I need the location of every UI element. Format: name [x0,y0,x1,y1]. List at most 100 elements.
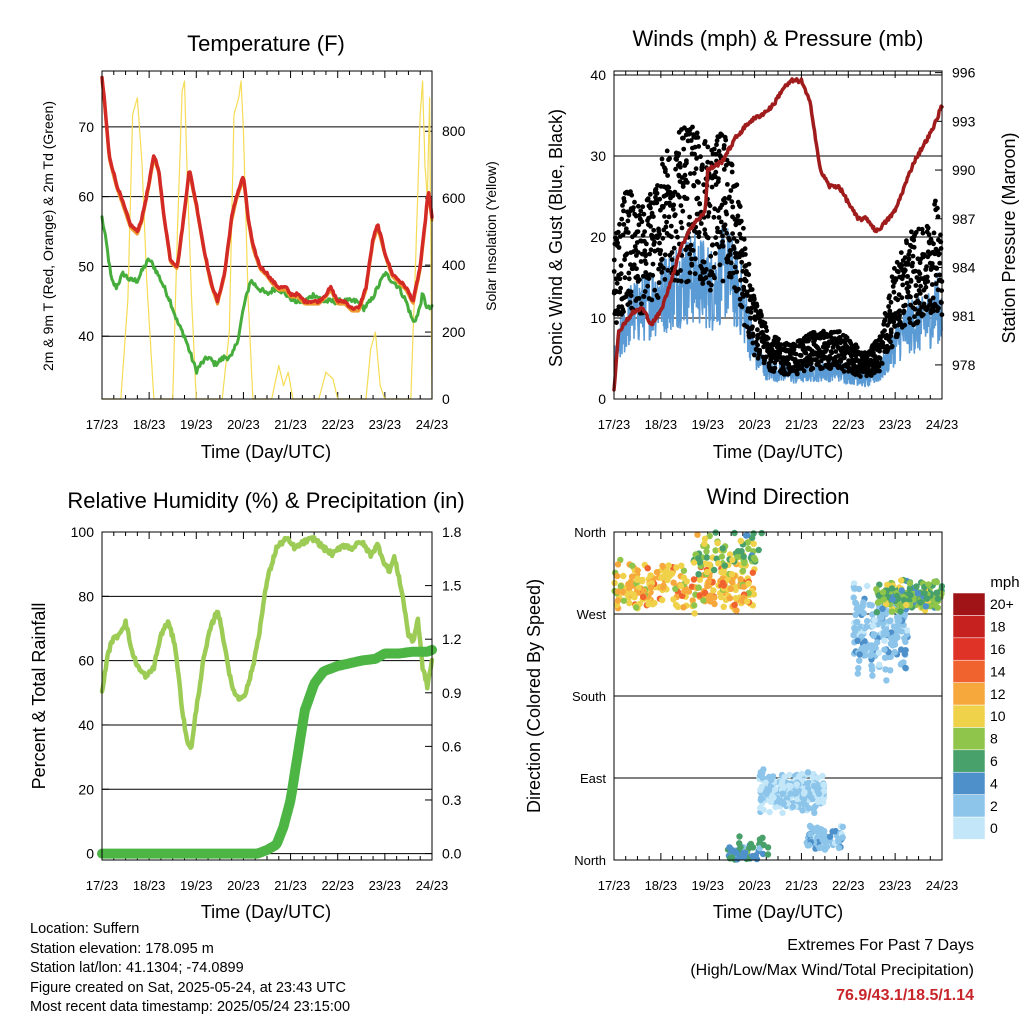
direction-point [619,588,626,595]
gust-point [659,156,665,162]
direction-point [728,571,736,578]
direction-point [665,562,672,569]
gust-point [858,374,863,379]
direction-point [816,831,823,838]
gust-point [703,275,709,281]
direction-point [882,601,890,608]
gust-point [693,166,699,172]
gust-point [902,267,908,273]
direction-point [700,597,707,604]
gust-point [763,324,769,330]
gust-point [696,144,702,149]
y-tick-label-right: 0.0 [442,846,462,862]
speed-legend-label: 20+ [990,596,1014,612]
gust-point [687,251,693,257]
x-tick-label: 24/23 [926,878,959,893]
speed-legend-label: 0 [990,820,998,836]
gust-point [662,214,667,219]
gust-point [829,350,835,356]
direction-point [854,670,861,677]
direction-point [760,841,767,849]
direction-point [757,796,764,804]
direction-point [731,529,738,537]
gust-point [837,329,842,334]
gust-point [900,273,906,279]
gust-point [801,344,806,350]
direction-point [902,664,909,672]
direction-point [863,623,870,631]
direction-point [703,568,711,576]
gust-point [757,349,762,355]
direction-point [811,809,818,816]
gust-point [618,263,624,268]
speed-legend-swatch [952,637,986,661]
gust-point [684,158,689,164]
x-tick-label: 23/23 [879,417,912,432]
gust-point [642,289,648,294]
direction-point [756,772,764,779]
direction-point [752,556,759,563]
gust-point [689,262,695,268]
gust-point [708,253,714,259]
gust-point [888,299,894,305]
gust-point [727,194,732,200]
gust-point [768,358,774,364]
gust-point [701,259,707,265]
direction-point [772,786,779,793]
gust-point [722,200,728,206]
speed-legend-label: 8 [990,731,998,747]
direction-point [934,595,942,602]
gust-point [641,294,647,299]
gust-point [720,278,726,284]
gust-point [666,185,672,191]
gust-point [655,295,661,300]
gust-point [895,331,901,337]
gust-point [772,365,778,371]
winds-plot-area: 0 10 20 30 40 978 981 984 987 990 993 996 17/23 18/23… [590,65,975,432]
y-tick-label: East [580,771,606,786]
direction-point [879,589,887,596]
direction-point [820,788,827,795]
speed-legend-title: mph [990,574,1019,591]
gust-point [729,169,735,175]
gust-point [748,315,754,321]
direction-point [755,546,762,554]
gust-point [763,354,769,360]
gust-point [688,138,694,143]
direction-point [829,828,836,835]
gust-point [678,203,684,209]
gust-point [778,342,784,347]
gust-point [737,231,743,237]
gust-point [623,226,629,232]
gust-point [629,192,635,198]
x-tick-label: 20/23 [738,417,771,432]
x-tick-label: 22/23 [832,417,865,432]
direction-point [868,666,876,673]
direction-point [882,666,889,673]
gust-point [900,282,906,288]
gust-point [705,235,711,241]
speed-legend-label: 4 [990,775,998,791]
direction-point [749,569,756,576]
direction-point [688,583,696,590]
speed-legend-label: 16 [990,641,1006,657]
direction-point [793,781,800,788]
direction-point [878,614,885,621]
speed-legend-label: 2 [990,798,998,814]
gust-point [743,252,748,257]
gust-point [686,222,692,227]
direction-point [629,562,636,569]
gust-point [897,313,902,318]
gust-point [687,214,692,220]
speed-legend-label: 18 [990,619,1006,635]
gust-point [621,222,627,227]
gust-point [632,244,638,249]
x-tick-label: 22/23 [321,417,354,432]
gust-point [744,289,750,295]
gust-point [721,143,727,148]
y-tick-label: South [572,689,606,704]
gust-point [913,230,919,235]
direction-point [696,592,703,599]
direction-point [764,851,772,858]
direction-point [781,773,788,781]
